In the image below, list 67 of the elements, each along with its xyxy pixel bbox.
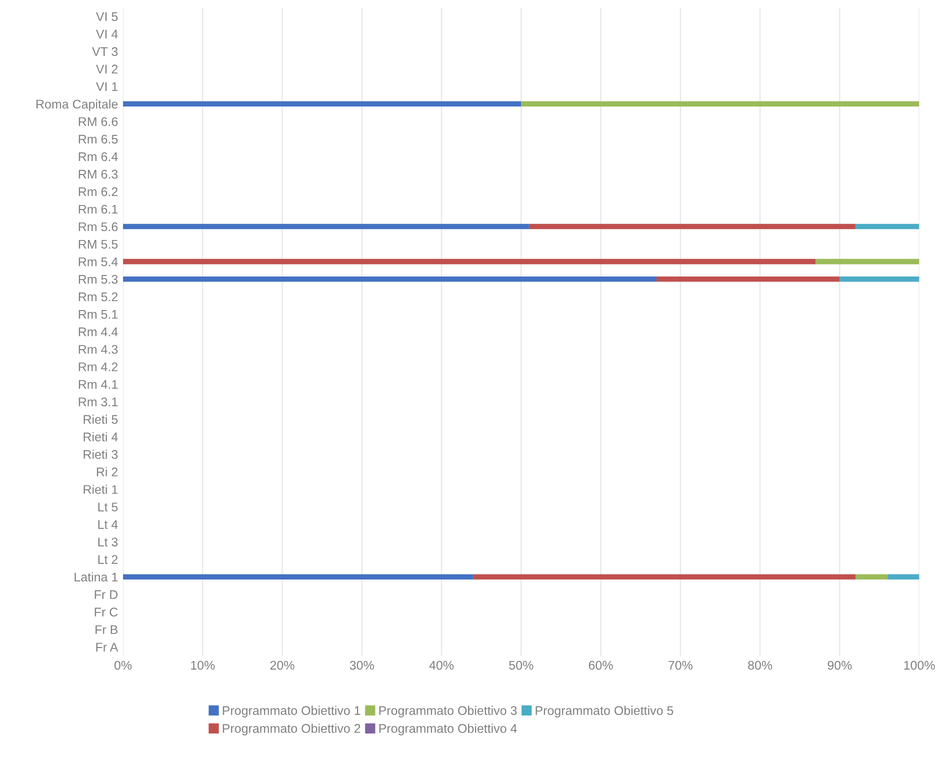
y-tick-label: VI 1 xyxy=(96,82,118,91)
y-tick-label: Rm 3.1 xyxy=(78,397,118,406)
y-tick-label: Rm 5.2 xyxy=(78,292,118,302)
x-tick-label: 70% xyxy=(668,660,692,670)
y-tick-label: Rm 6.1 xyxy=(78,204,118,214)
y-tick-label: Rm 5.4 xyxy=(78,257,118,266)
y-tick-label: Rieti 4 xyxy=(84,432,118,442)
y-tick-label: Lt 2 xyxy=(98,555,118,564)
y-tick-label: Rm 4.1 xyxy=(78,380,118,389)
y-tick-label: Fr B xyxy=(96,625,118,634)
x-tick-label: 100% xyxy=(904,660,935,670)
x-tick-label: 0% xyxy=(114,660,132,670)
bar xyxy=(123,276,657,282)
bar xyxy=(123,224,530,230)
y-tick-label: Roma Capitale xyxy=(36,99,118,112)
x-tick-label: 30% xyxy=(350,660,374,670)
y-tick-label: RM 6.6 xyxy=(78,117,118,126)
y-tick-label: VT 3 xyxy=(92,47,118,56)
y-tick-label: Rm 6.2 xyxy=(78,187,118,196)
y-tick-label: Lt 3 xyxy=(98,538,118,546)
y-tick-label: Rm 6.5 xyxy=(78,134,118,144)
x-tick-label: 80% xyxy=(748,660,772,670)
legend-label: Programmato Obiettivo 3 xyxy=(379,706,517,718)
y-tick-label: Rm 5.6 xyxy=(78,222,118,232)
y-tick-label: RM 6.3 xyxy=(78,170,118,179)
legend-label: Programmato Obiettivo 5 xyxy=(536,706,674,718)
y-tick-label: VI 2 xyxy=(96,64,118,74)
x-tick-label: 40% xyxy=(429,660,454,670)
y-tick-label: Lt 4 xyxy=(98,520,118,529)
bar xyxy=(887,574,920,580)
legend-label: Programmato Obiettivo 4 xyxy=(379,724,517,736)
y-tick-label: Rm 4.2 xyxy=(78,362,118,372)
y-tick-label: VI 5 xyxy=(96,12,118,21)
y-tick-label: Rieti 1 xyxy=(84,484,118,494)
bar xyxy=(521,101,920,107)
x-tick-label: 90% xyxy=(828,660,852,670)
bar xyxy=(473,574,856,580)
legend-label: Programmato Obiettivo 2 xyxy=(222,724,360,736)
y-tick-label: RM 5.5 xyxy=(78,240,118,249)
legend-label: Programmato Obiettivo 1 xyxy=(222,706,360,718)
bar xyxy=(856,574,888,580)
y-tick-label: Lt 5 xyxy=(98,502,118,512)
bar xyxy=(529,224,856,230)
y-tick-label: Fr C xyxy=(94,608,118,617)
bar xyxy=(123,258,816,264)
y-tick-label: Rm 5.3 xyxy=(78,274,118,284)
y-tick-label: Ri 2 xyxy=(96,467,118,476)
y-tick-label: VI 4 xyxy=(96,30,118,38)
bar xyxy=(656,276,840,282)
y-tick-label: Rieti 3 xyxy=(84,450,118,459)
bar xyxy=(123,101,522,107)
x-tick-label: 10% xyxy=(191,660,215,670)
y-tick-label: Rm 5.1 xyxy=(78,310,118,319)
bar xyxy=(123,574,474,580)
y-tick-label: Rieti 5 xyxy=(84,414,118,424)
x-tick-label: 60% xyxy=(588,660,613,670)
y-tick-label: Rm 6.4 xyxy=(78,152,118,162)
bar xyxy=(856,224,920,230)
bar xyxy=(840,276,920,282)
x-tick-label: 50% xyxy=(509,660,534,670)
x-tick-label: 20% xyxy=(270,660,294,670)
y-tick-label: Rm 4.4 xyxy=(78,328,118,336)
y-tick-label: Fr A xyxy=(96,642,118,652)
y-tick-label: Latina 1 xyxy=(74,572,118,582)
y-tick-label: Fr D xyxy=(94,590,118,599)
bar xyxy=(816,258,920,264)
y-tick-label: Rm 4.3 xyxy=(78,344,118,354)
